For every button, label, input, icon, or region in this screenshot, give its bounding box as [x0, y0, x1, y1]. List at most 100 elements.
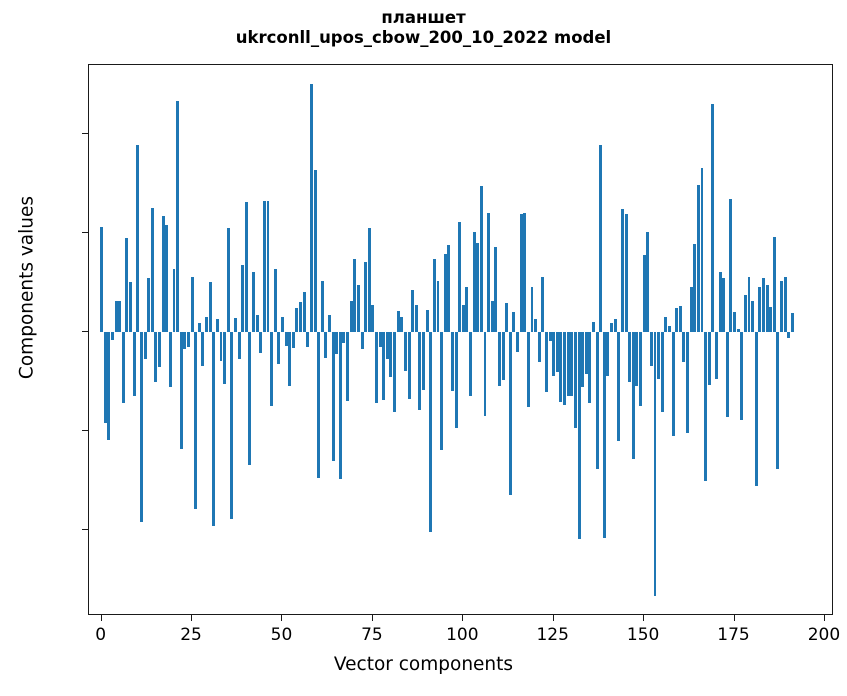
x-tick-mark — [823, 615, 825, 621]
x-tick-label: 100 — [446, 625, 479, 645]
bar — [501, 331, 505, 381]
bar — [154, 331, 158, 383]
bar — [418, 331, 422, 410]
bar — [780, 281, 784, 332]
bar — [382, 331, 386, 401]
y-axis-label: Components values — [16, 195, 38, 380]
bar — [302, 292, 306, 332]
bar — [718, 271, 722, 332]
bar — [447, 245, 451, 332]
bar — [414, 304, 418, 332]
bar — [367, 228, 371, 332]
bar — [512, 312, 516, 332]
bar — [602, 331, 606, 539]
bar — [743, 294, 747, 332]
bar — [136, 145, 140, 332]
bar — [320, 281, 324, 332]
bar — [725, 331, 729, 417]
bar — [375, 331, 378, 404]
bar — [324, 331, 328, 358]
x-tick-mark — [191, 615, 193, 621]
bar — [613, 319, 617, 332]
bar — [273, 268, 277, 332]
bar — [425, 309, 429, 332]
bar — [508, 331, 512, 495]
bar — [118, 301, 122, 332]
bar — [584, 331, 588, 374]
bar — [309, 83, 313, 332]
bar — [103, 331, 107, 424]
bar — [722, 278, 726, 332]
bar — [790, 313, 794, 332]
bar — [566, 331, 570, 397]
bar — [212, 331, 216, 526]
bar — [483, 331, 487, 416]
bar — [389, 331, 393, 378]
y-tick-mark — [82, 330, 88, 332]
bar — [754, 331, 758, 487]
bar — [646, 232, 650, 332]
bar — [277, 331, 281, 364]
bar — [639, 331, 642, 406]
bar — [581, 331, 585, 388]
bar — [353, 258, 357, 332]
bar — [114, 300, 118, 332]
bar — [197, 322, 201, 332]
x-tick-mark — [281, 615, 283, 621]
bar — [465, 287, 469, 332]
bar — [168, 331, 172, 388]
bar — [537, 331, 541, 363]
bar — [226, 228, 230, 332]
bar — [248, 331, 252, 466]
bar — [208, 282, 212, 332]
x-tick-mark — [462, 615, 464, 621]
bar — [541, 276, 545, 332]
bar — [393, 331, 397, 412]
bar — [335, 331, 339, 355]
bar — [747, 276, 751, 332]
bar — [378, 331, 382, 347]
bar — [696, 184, 700, 332]
bar — [751, 301, 755, 332]
bar — [523, 213, 527, 332]
bar — [563, 331, 567, 405]
bar — [270, 331, 274, 406]
bar — [396, 311, 400, 332]
bar — [266, 200, 270, 332]
bar — [143, 331, 147, 360]
bar — [385, 331, 389, 360]
x-tick-label: 25 — [180, 625, 202, 645]
bar — [678, 306, 682, 332]
bar — [262, 200, 266, 332]
x-tick-label: 0 — [95, 625, 107, 645]
y-tick-mark — [82, 232, 88, 234]
bar — [281, 317, 284, 332]
bar — [693, 243, 697, 332]
bar — [660, 331, 664, 412]
bar — [291, 331, 295, 349]
bar — [295, 308, 299, 332]
bar — [729, 199, 733, 332]
bar — [342, 331, 346, 343]
bar — [241, 265, 245, 332]
bar — [519, 214, 523, 332]
bar — [526, 331, 530, 407]
x-tick-mark — [643, 615, 645, 621]
x-tick-mark — [100, 615, 102, 621]
chart-title-line-1: планшет — [381, 8, 466, 27]
bar — [403, 331, 407, 372]
bar — [186, 331, 190, 347]
bar — [346, 331, 350, 402]
bar — [707, 331, 711, 386]
bar — [686, 331, 689, 434]
y-tick-mark — [82, 133, 88, 135]
bar — [454, 331, 458, 429]
bar — [450, 331, 454, 392]
bar — [299, 302, 303, 332]
bar — [555, 331, 559, 373]
bar — [595, 331, 599, 470]
bar — [700, 167, 704, 332]
bar — [704, 331, 708, 482]
bar — [497, 331, 501, 387]
bar — [469, 331, 472, 397]
